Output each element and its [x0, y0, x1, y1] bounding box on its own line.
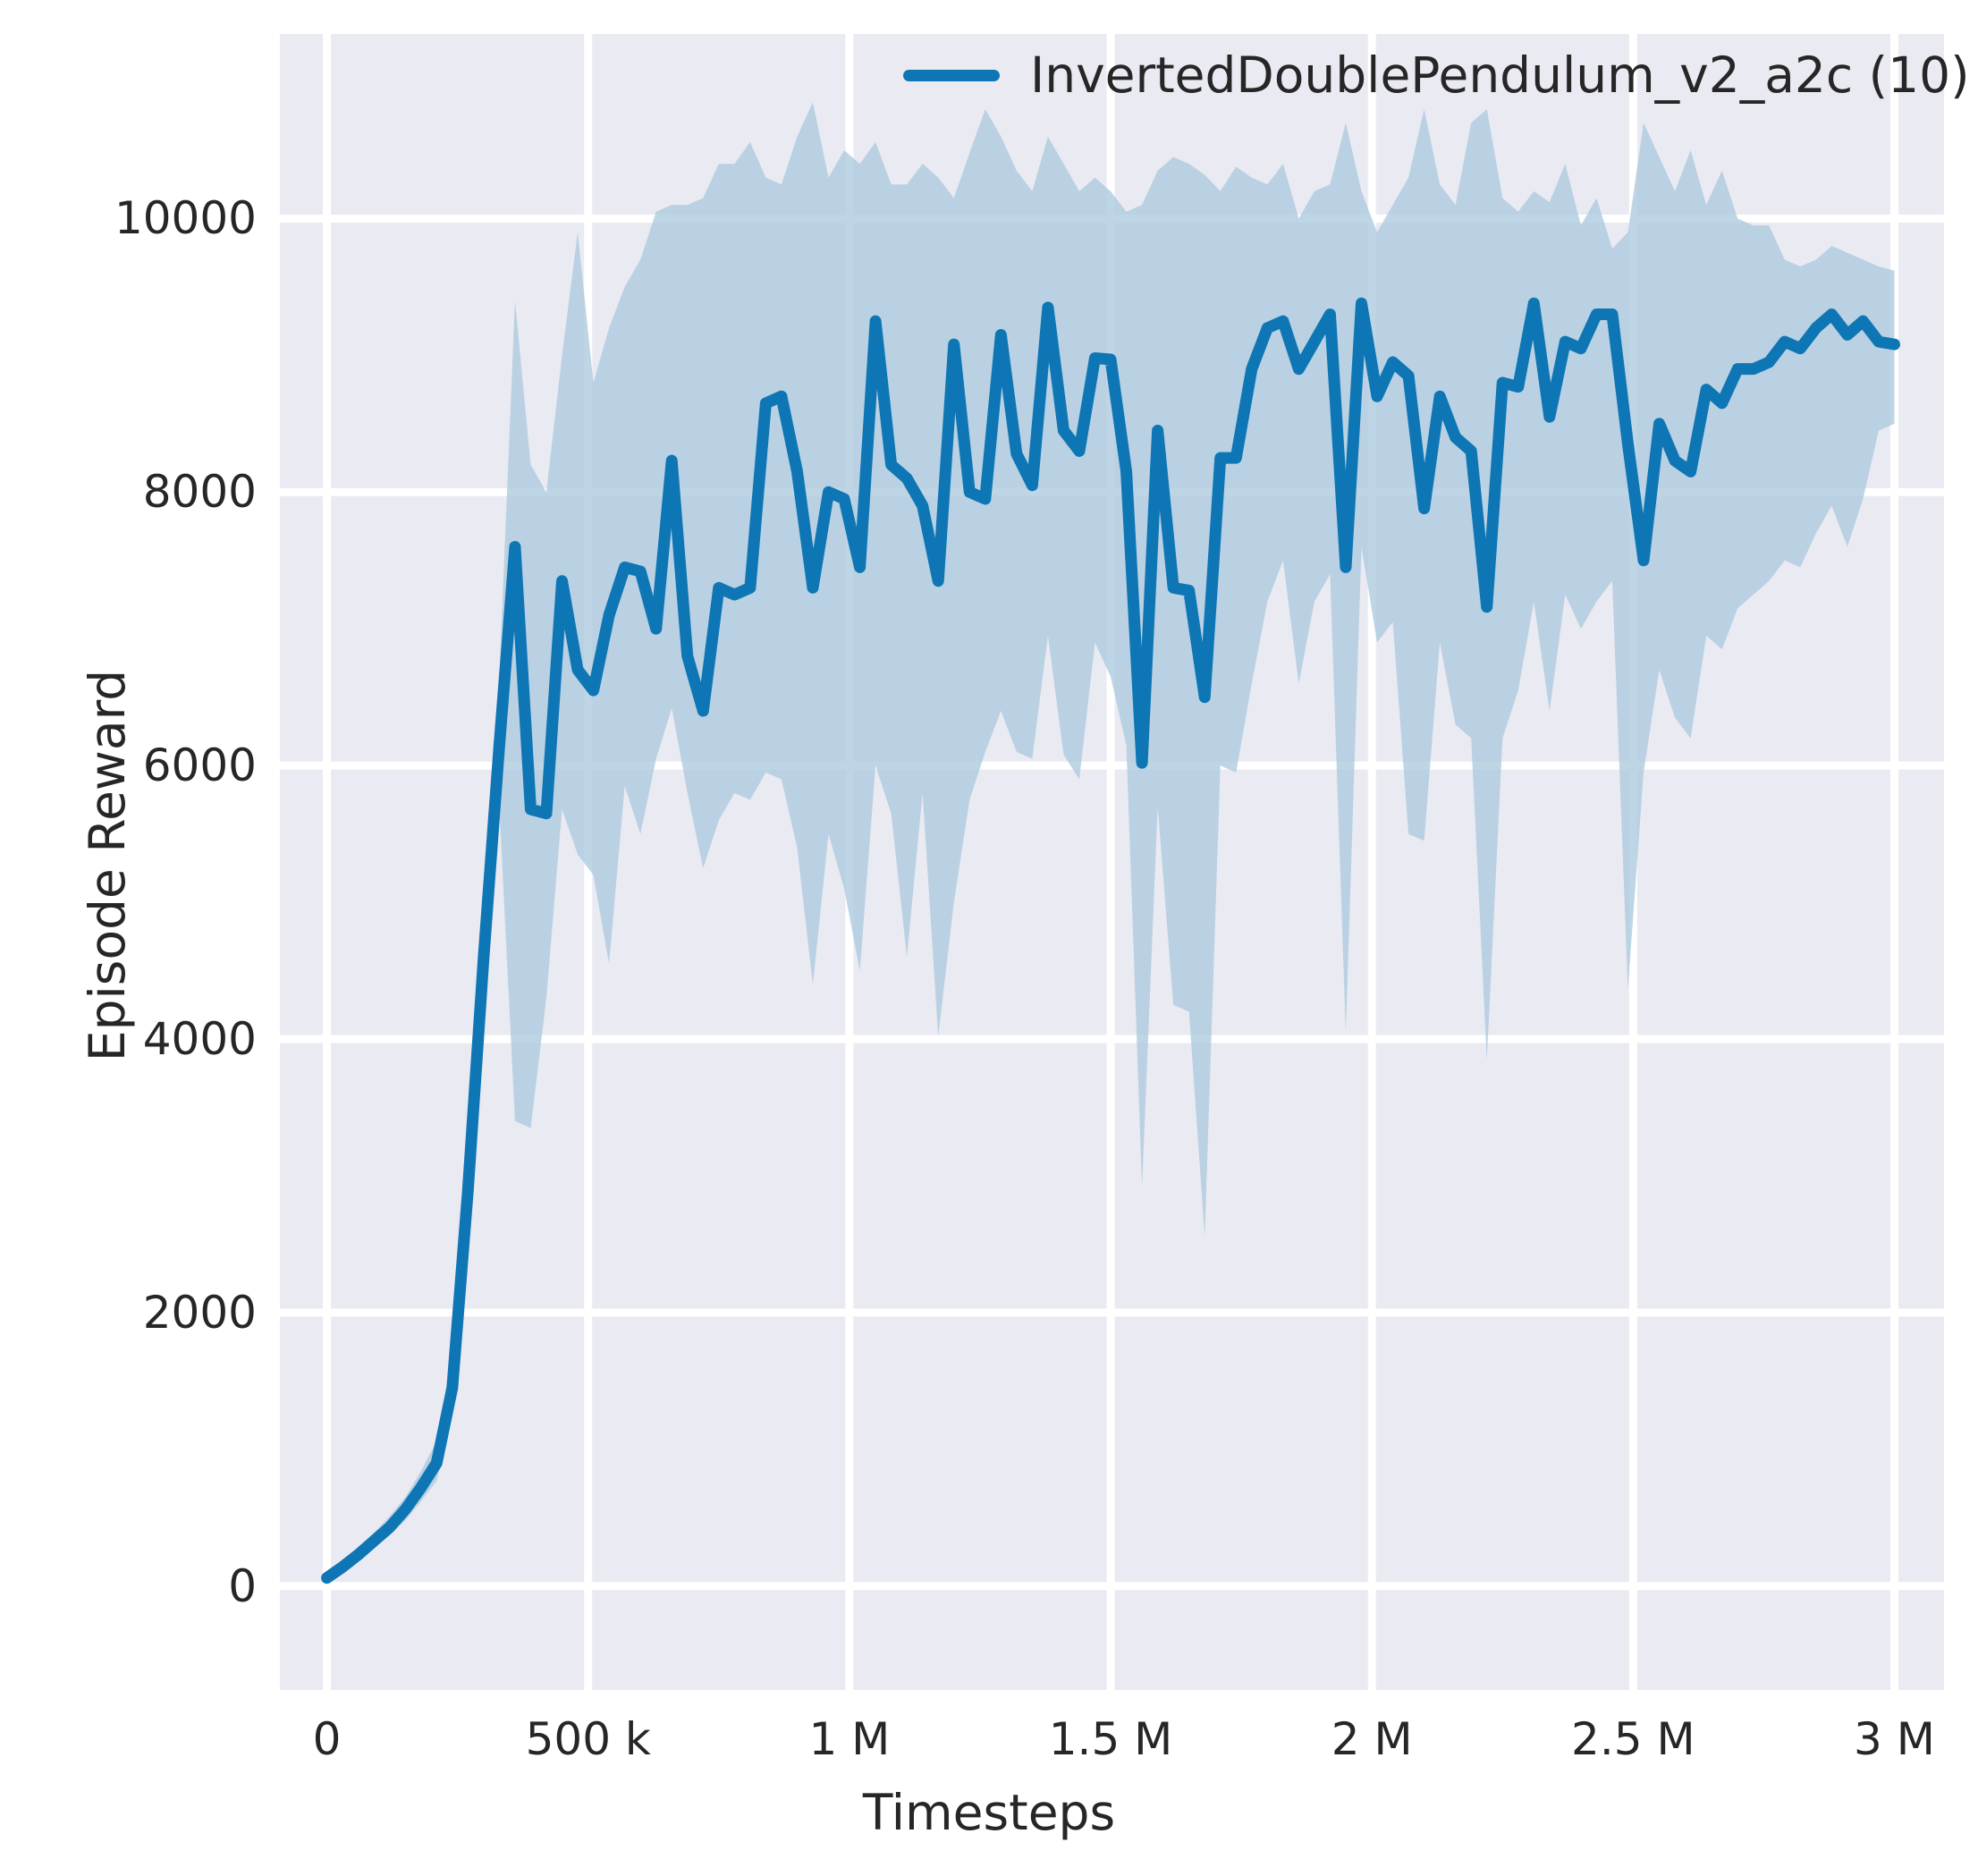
x-axis-title: Timesteps [862, 1784, 1116, 1841]
y-axis-title-wrapper: Episode Reward [79, 38, 136, 1694]
y-tick-label: 0 [228, 1559, 257, 1612]
x-tick-label: 3 M [1854, 1713, 1935, 1765]
confidence-band [326, 102, 1895, 1581]
legend: InvertedDoublePendulum_v2_a2c (10) [903, 46, 1970, 104]
plot-area [280, 34, 1944, 1690]
plot-svg [280, 34, 1944, 1690]
y-tick-label: 8000 [142, 466, 257, 519]
x-tick-label: 2 M [1331, 1713, 1413, 1765]
y-tick-label: 6000 [142, 739, 257, 792]
y-axis-title: Episode Reward [79, 669, 136, 1062]
x-tick-label: 1.5 M [1048, 1713, 1173, 1765]
y-tick-label: 2000 [142, 1286, 257, 1339]
x-tick-label: 500 k [525, 1713, 651, 1765]
x-tick-label: 1 M [808, 1713, 891, 1765]
legend-label: InvertedDoublePendulum_v2_a2c (10) [1030, 46, 1970, 104]
y-tick-label: 4000 [142, 1013, 257, 1066]
x-tick-label: 2.5 M [1571, 1713, 1695, 1765]
line-swatch-icon [903, 69, 1000, 81]
y-tick-label: 10000 [114, 192, 257, 245]
series-line [321, 297, 1900, 1584]
x-tick-label: 0 [312, 1713, 342, 1765]
